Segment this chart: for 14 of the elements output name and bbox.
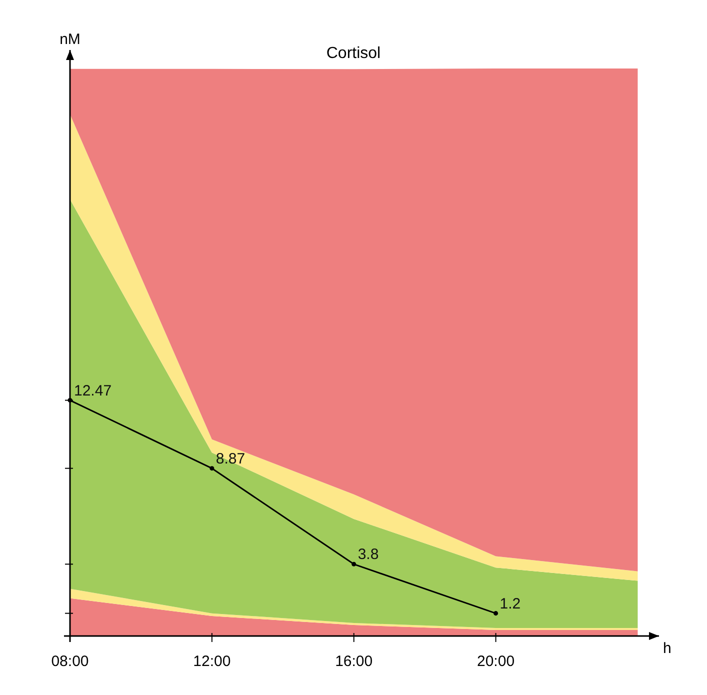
data-label: 8.87 [216,450,246,468]
x-axis-title: h [663,640,672,657]
x-tick-label: 12:00 [193,653,231,670]
x-tick-label: 16:00 [335,653,373,670]
point [494,611,498,616]
point [210,466,214,471]
data-label: 12.47 [74,382,112,400]
chart-title: Cortisol [326,45,381,62]
y-axis-title: nM [60,31,80,48]
x-tick-label: 20:00 [477,653,515,670]
point [352,562,356,566]
x-tick-label: 08:00 [51,653,89,670]
data-label: 3.8 [358,546,379,564]
data-label: 1.2 [500,595,521,612]
